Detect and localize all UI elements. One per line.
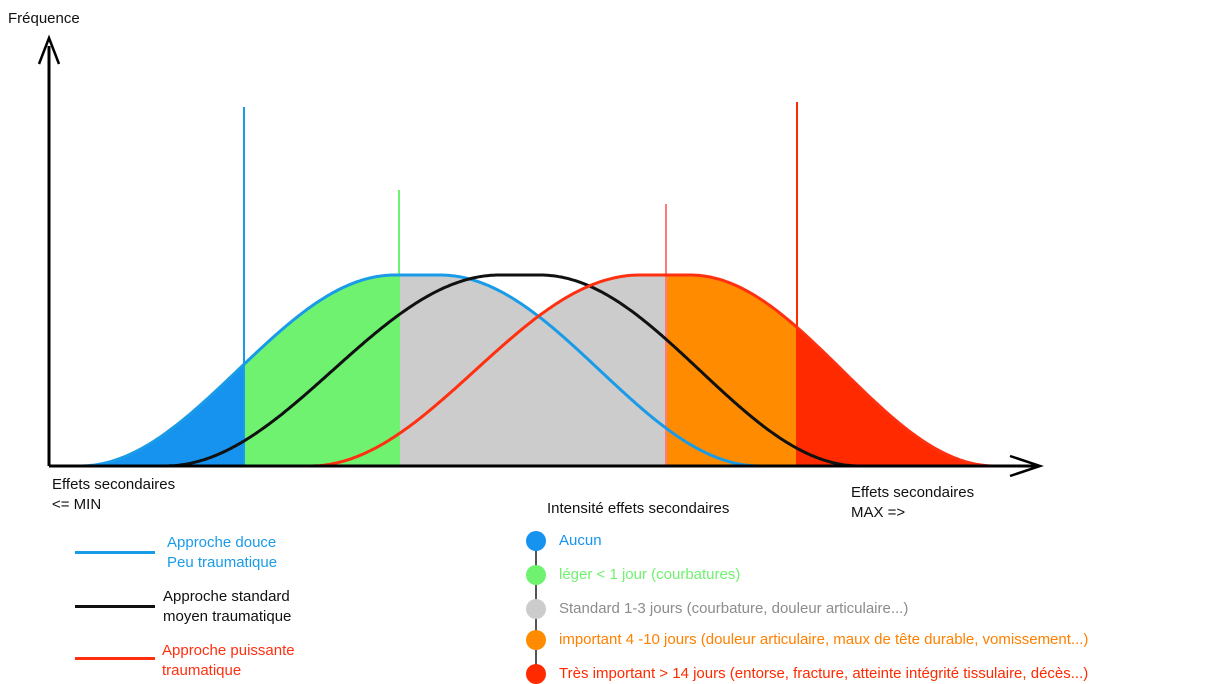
intensity-legend-title: Intensité effets secondaires	[547, 500, 730, 517]
intensity-dot-important	[526, 630, 546, 650]
legend-standard-line2: moyen traumatique	[163, 608, 292, 625]
axes	[37, 34, 1044, 478]
zone-none	[80, 364, 244, 466]
intensity-dot-standard	[526, 599, 546, 619]
legend-standard-line1: Approche standard	[163, 588, 290, 605]
legend-soft-line2: Peu traumatique	[167, 554, 278, 571]
x-axis-min-label-line2: <= MIN	[52, 496, 102, 513]
legend-soft-line1: Approche douce	[167, 534, 277, 551]
zone-light	[244, 275, 400, 466]
curve-strong	[310, 273, 994, 468]
legend-strong-line1: Approche puissante	[162, 642, 295, 659]
zone-important	[666, 275, 797, 466]
intensity-dot-none	[526, 531, 546, 551]
y-axis-label: Fréquence	[8, 10, 80, 27]
x-axis-max-label-line1: Effets secondaires	[851, 484, 975, 501]
zone-very-important	[797, 327, 995, 466]
intensity-label-light: léger < 1 jour (courbatures)	[559, 566, 741, 583]
intensity-label-important: important 4 -10 jours (douleur articulai…	[559, 631, 1089, 648]
intensity-dot-light	[526, 565, 546, 585]
zone-standard	[400, 275, 666, 466]
x-axis-max-label-line2: MAX =>	[851, 504, 906, 521]
intensity-label-very-important: Très important > 14 jours (entorse, frac…	[559, 665, 1089, 682]
curve-standard	[165, 273, 859, 468]
curve-soft	[80, 273, 760, 468]
x-axis-arrow	[1009, 454, 1044, 478]
intensity-label-none: Aucun	[559, 532, 602, 549]
legend-line-standard	[75, 605, 155, 608]
intensity-label-standard: Standard 1-3 jours (courbature, douleur …	[559, 600, 909, 617]
approach-curves	[80, 273, 994, 468]
legend-strong-line2: traumatique	[162, 662, 242, 679]
intensity-dot-very-important	[526, 664, 546, 684]
x-axis-min-label-line1: Effets secondaires	[52, 476, 176, 493]
threshold-markers	[243, 102, 798, 466]
legend-line-soft	[75, 551, 155, 554]
y-axis-arrow	[37, 34, 61, 65]
legend-line-strong	[75, 657, 155, 660]
intensity-zone-fills	[80, 275, 995, 466]
